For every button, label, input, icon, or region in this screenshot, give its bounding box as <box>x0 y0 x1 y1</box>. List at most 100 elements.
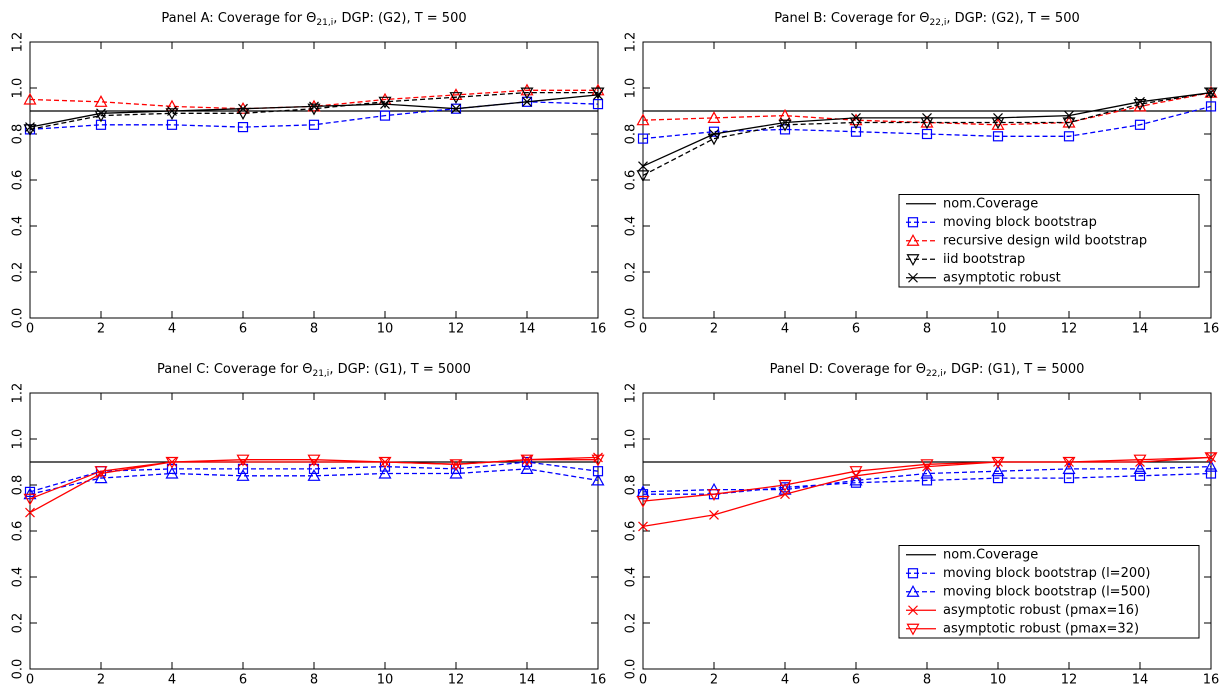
x-tick-label: 8 <box>310 322 318 337</box>
y-tick-label: 0.6 <box>624 170 639 191</box>
marker <box>636 113 650 126</box>
y-tick-label: 0.0 <box>624 308 639 329</box>
title-part: Panel A: Coverage for Θ <box>161 11 316 26</box>
marker <box>520 454 534 467</box>
marker <box>906 585 920 597</box>
marker <box>591 473 605 486</box>
series-line <box>642 465 1212 493</box>
marker <box>636 170 650 183</box>
marker <box>907 217 919 228</box>
legend-label: moving block bootstrap (l=200) <box>943 566 1150 581</box>
x-tick-label: 12 <box>1061 673 1078 688</box>
x-tick-label: 10 <box>377 322 394 337</box>
marker <box>707 489 721 501</box>
y-tick-label: 0.8 <box>11 475 26 496</box>
marker <box>238 103 248 114</box>
chart-title: Panel A: Coverage for Θ21,i, DGP: (G2), … <box>161 11 466 28</box>
x-tick-label: 4 <box>168 673 176 688</box>
x-tick-label: 12 <box>448 322 465 337</box>
marker <box>1206 87 1216 98</box>
y-tick-label: 0.4 <box>624 216 639 237</box>
marker <box>637 133 649 144</box>
y-tick-label: 1.2 <box>624 383 639 404</box>
marker <box>638 521 648 532</box>
x-tick-label: 10 <box>990 673 1007 688</box>
x-tick-label: 16 <box>590 322 607 337</box>
marker <box>449 459 463 472</box>
title-part: , DGP: (G1), T = 5000 <box>943 362 1085 377</box>
marker <box>166 119 178 130</box>
title-part: , DGP: (G2), T = 500 <box>333 11 466 26</box>
marker <box>1062 456 1076 469</box>
y-tick-label: 1.2 <box>11 383 26 404</box>
marker <box>237 121 249 133</box>
marker <box>849 466 863 478</box>
marker <box>1205 468 1217 479</box>
title-part: 22,i <box>926 369 943 379</box>
marker <box>906 234 920 246</box>
marker <box>778 479 792 492</box>
title-part: , DGP: (G1), T = 5000 <box>329 362 471 377</box>
marker <box>451 103 461 114</box>
y-tick-label: 0.0 <box>11 308 26 329</box>
legend-box <box>898 545 1200 639</box>
marker <box>906 623 920 636</box>
series-line <box>29 461 599 493</box>
marker <box>521 456 533 468</box>
marker <box>1133 462 1147 474</box>
title-part: 21,i <box>316 18 333 28</box>
marker <box>307 454 321 467</box>
marker <box>23 92 37 105</box>
x-tick-label: 12 <box>448 673 465 688</box>
chart-title: Panel D: Coverage for Θ22,i, DGP: (G1), … <box>770 362 1085 379</box>
marker <box>780 117 790 128</box>
series-line <box>643 472 1212 495</box>
marker <box>24 486 36 497</box>
x-tick-label: 0 <box>26 673 34 688</box>
marker <box>709 129 719 139</box>
x-tick-label: 14 <box>1132 673 1149 688</box>
marker <box>520 462 534 474</box>
x-tick-label: 6 <box>239 322 247 337</box>
marker <box>1134 470 1146 481</box>
marker <box>1064 110 1074 121</box>
legend-label: asymptotic robust <box>943 270 1061 285</box>
x-tick-label: 6 <box>852 673 860 688</box>
marker <box>906 254 920 266</box>
title-part: Panel D: Coverage for Θ <box>770 362 926 377</box>
x-tick-label: 2 <box>710 322 718 337</box>
legend-box <box>898 194 1200 288</box>
marker <box>449 466 463 479</box>
y-tick-label: 0.6 <box>11 521 26 542</box>
marker <box>1205 101 1217 112</box>
y-tick-label: 0.8 <box>624 124 639 145</box>
series-line <box>29 91 598 131</box>
title-part: , DGP: (G2), T = 500 <box>946 11 1079 26</box>
x-tick-label: 14 <box>519 673 536 688</box>
marker <box>920 466 934 479</box>
y-tick-label: 1.2 <box>11 32 26 53</box>
marker <box>449 88 463 100</box>
y-tick-label: 0.4 <box>11 216 26 237</box>
marker <box>165 456 179 469</box>
marker <box>591 454 605 467</box>
x-tick-label: 10 <box>990 322 1007 337</box>
marker <box>907 568 919 579</box>
marker <box>25 122 35 133</box>
y-tick-label: 0.6 <box>624 521 639 542</box>
marker <box>236 454 250 467</box>
x-tick-label: 16 <box>590 673 607 688</box>
marker <box>908 605 918 616</box>
title-part: 22,i <box>930 18 947 28</box>
marker <box>449 92 463 104</box>
marker <box>592 98 604 110</box>
marker <box>920 459 934 472</box>
chart-title: Panel B: Coverage for Θ22,i, DGP: (G2), … <box>774 11 1080 28</box>
x-tick-label: 6 <box>239 673 247 688</box>
marker <box>1134 119 1146 130</box>
series-line <box>642 91 1212 176</box>
marker <box>849 113 863 126</box>
marker <box>522 96 532 107</box>
legend-label: moving block bootstrap <box>943 215 1097 230</box>
